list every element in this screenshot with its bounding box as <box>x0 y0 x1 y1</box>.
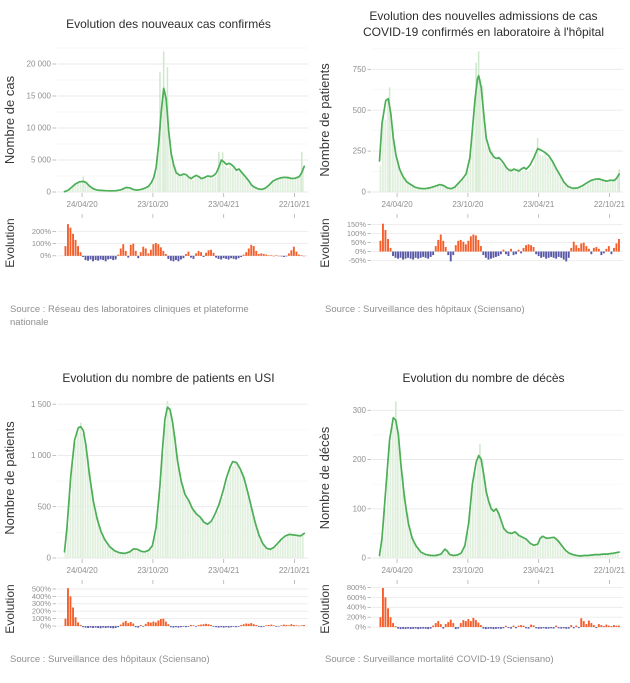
svg-text:100%: 100% <box>347 229 367 238</box>
svg-text:500%: 500% <box>32 584 52 593</box>
svg-text:23/04/21: 23/04/21 <box>523 200 555 209</box>
svg-text:Evolution: Evolution <box>318 584 332 633</box>
svg-text:23/10/20: 23/10/20 <box>137 200 169 209</box>
svg-text:0: 0 <box>47 554 52 563</box>
svg-text:600%: 600% <box>347 593 367 602</box>
deaths-chart: 0 100 200 300 24/04/20 23/10/20 23/04/21 22/10/… <box>317 401 626 575</box>
source-note: Source : Réseau des laboratoires cliniqu… <box>10 304 249 328</box>
panel-title: Evolution des nouveaux cas confirmés <box>66 17 271 32</box>
panel-title: Evolution du nombre de patients en USI <box>62 371 275 386</box>
svg-text:0%: 0% <box>355 247 366 256</box>
icu-patients-chart: 0 500 1 000 1 500 24/04/20 23/10/20 23/04/21 22… <box>2 400 311 575</box>
hospital-admissions-chart: 0 250 500 750 24/04/20 23/10/20 23/04/21 22/10/… <box>317 48 626 209</box>
svg-text:500: 500 <box>38 502 52 511</box>
source-note: Source : Surveillance mortalité COVID-19… <box>325 654 554 665</box>
svg-text:22/10/21: 22/10/21 <box>279 200 311 209</box>
svg-text:23/10/20: 23/10/20 <box>452 200 484 209</box>
svg-text:20 000: 20 000 <box>27 60 52 69</box>
svg-text:24/04/20: 24/04/20 <box>67 566 99 575</box>
svg-text:0: 0 <box>47 188 52 197</box>
svg-text:300: 300 <box>353 406 367 415</box>
svg-text:400%: 400% <box>32 592 52 601</box>
svg-text:0: 0 <box>362 554 367 563</box>
svg-text:23/04/21: 23/04/21 <box>208 566 240 575</box>
svg-text:1 500: 1 500 <box>31 400 52 409</box>
icu-patients-evolution-chart: 0%100%200%300%400%500% Evolution <box>3 580 308 634</box>
svg-text:23/10/20: 23/10/20 <box>452 566 484 575</box>
svg-text:24/04/20: 24/04/20 <box>382 566 414 575</box>
svg-text:200%: 200% <box>32 227 52 236</box>
svg-text:Nombre de décès: Nombre de décès <box>317 426 332 529</box>
svg-text:22/10/21: 22/10/21 <box>279 566 311 575</box>
svg-text:200%: 200% <box>347 613 367 622</box>
source-note: Source : Surveillance des hôpitaux (Scie… <box>10 654 210 665</box>
hospital-admissions-evolution-chart: -50%0%50%100%150% Evolution <box>318 214 623 268</box>
svg-text:50%: 50% <box>351 238 366 247</box>
panel-deaths: Evolution du nombre de décès 0 100 200 300 2… <box>315 350 630 683</box>
svg-text:22/10/21: 22/10/21 <box>594 566 626 575</box>
svg-text:Evolution: Evolution <box>3 584 17 633</box>
svg-text:-50%: -50% <box>348 256 366 265</box>
svg-text:750: 750 <box>353 65 367 74</box>
svg-text:10 000: 10 000 <box>27 124 52 133</box>
svg-text:Evolution: Evolution <box>318 218 332 267</box>
svg-text:0%: 0% <box>40 622 51 631</box>
svg-text:Evolution: Evolution <box>3 218 17 267</box>
source-note: Source : Surveillance des hôpitaux (Scie… <box>325 304 525 315</box>
svg-text:22/10/21: 22/10/21 <box>594 200 626 209</box>
svg-text:150%: 150% <box>347 220 367 229</box>
svg-text:23/10/20: 23/10/20 <box>137 566 169 575</box>
confirmed-cases-chart: 0 5 000 10 000 15 000 20 000 24/04/20 23/10/20… <box>2 47 311 209</box>
svg-text:300%: 300% <box>32 599 52 608</box>
svg-text:400%: 400% <box>347 603 367 612</box>
svg-text:24/04/20: 24/04/20 <box>67 200 99 209</box>
svg-text:Nombre de patients: Nombre de patients <box>317 63 332 177</box>
svg-text:24/04/20: 24/04/20 <box>382 200 414 209</box>
svg-text:23/04/21: 23/04/21 <box>523 566 555 575</box>
panel-title: Evolution du nombre de décès <box>402 371 565 386</box>
svg-text:0%: 0% <box>40 251 51 260</box>
svg-text:800%: 800% <box>347 583 367 592</box>
panel-confirmed-cases: Evolution des nouveaux cas confirmés 0 5 … <box>0 0 315 350</box>
svg-text:5 000: 5 000 <box>31 156 52 165</box>
svg-text:0%: 0% <box>355 623 366 632</box>
svg-text:500: 500 <box>353 106 367 115</box>
svg-text:0: 0 <box>362 188 367 197</box>
svg-text:200: 200 <box>353 455 367 464</box>
panel-title: Evolution des nouvelles admissions de ca… <box>362 9 605 39</box>
deaths-evolution-chart: 0%200%400%600%800% Evolution <box>318 580 623 634</box>
svg-text:100: 100 <box>353 504 367 513</box>
svg-text:250: 250 <box>353 147 367 156</box>
svg-text:15 000: 15 000 <box>27 92 52 101</box>
svg-text:23/04/21: 23/04/21 <box>208 200 240 209</box>
svg-text:200%: 200% <box>32 607 52 616</box>
svg-text:100%: 100% <box>32 614 52 623</box>
panel-hospital-admissions: Evolution des nouvelles admissions de ca… <box>315 0 630 350</box>
panel-icu-patients: Evolution du nombre de patients en USI 0… <box>0 350 315 683</box>
svg-text:Nombre de cas: Nombre de cas <box>2 75 17 164</box>
svg-text:100%: 100% <box>32 239 52 248</box>
confirmed-cases-evolution-chart: 0% 100% 200% Evolution <box>3 214 308 268</box>
svg-text:1 000: 1 000 <box>31 451 52 460</box>
svg-text:Nombre de patients: Nombre de patients <box>2 421 17 535</box>
